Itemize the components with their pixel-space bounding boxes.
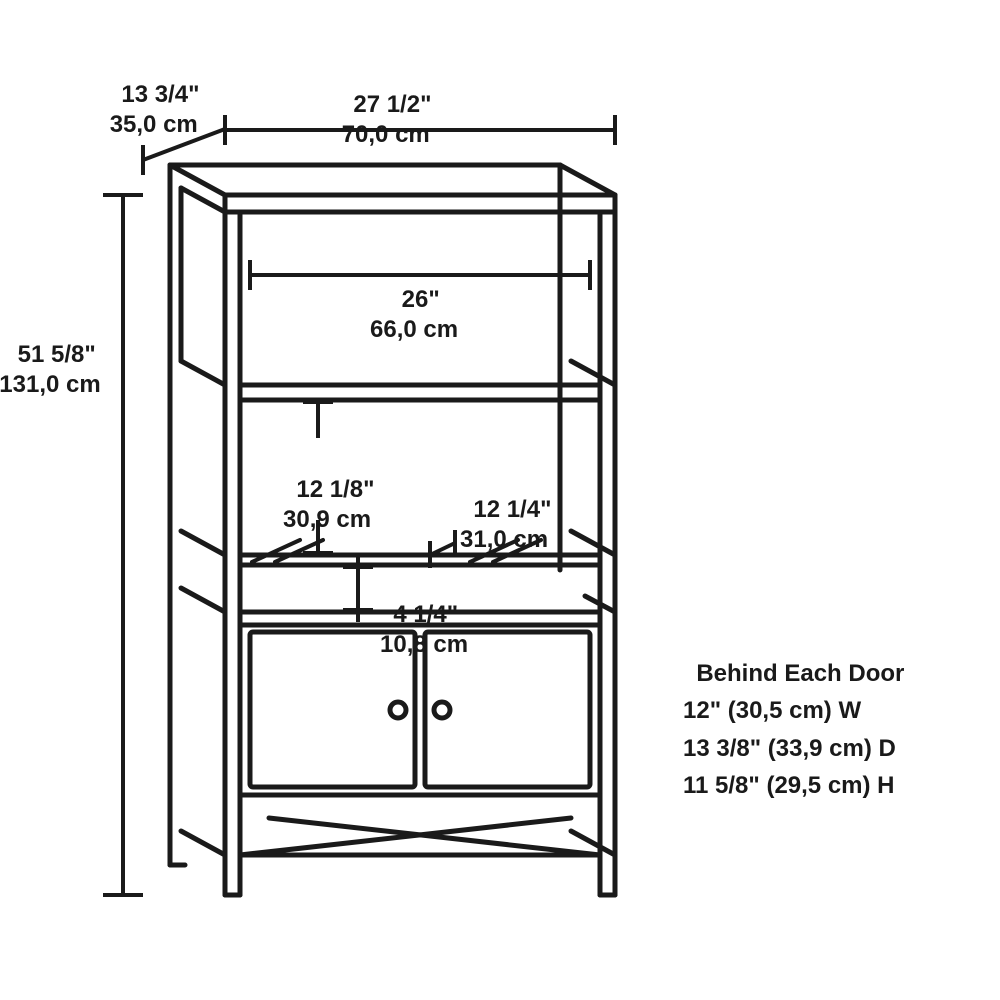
dim-shelf-depth (430, 530, 455, 568)
label-behind-door: Behind Each Door12" (30,5 cm) W13 3/8" (… (683, 618, 904, 804)
label-height: 51 5/8"131,0 cm (0, 310, 110, 400)
dim-height (103, 195, 143, 895)
label-shelf-height: 12 1/8"30,9 cm (283, 445, 374, 535)
top-connectors (170, 165, 615, 212)
cabinet-bottom (170, 795, 615, 895)
dim-gap (343, 555, 373, 622)
label-shelf-depth: 12 1/4"31,0 cm (460, 465, 551, 555)
label-width: 27 1/2"70,0 cm (340, 60, 431, 150)
label-inner-width: 26"66,0 cm (370, 255, 458, 345)
label-depth: 13 3/4"35,0 cm (108, 50, 199, 140)
label-gap: 4 1/4"10,8 cm (380, 570, 468, 660)
